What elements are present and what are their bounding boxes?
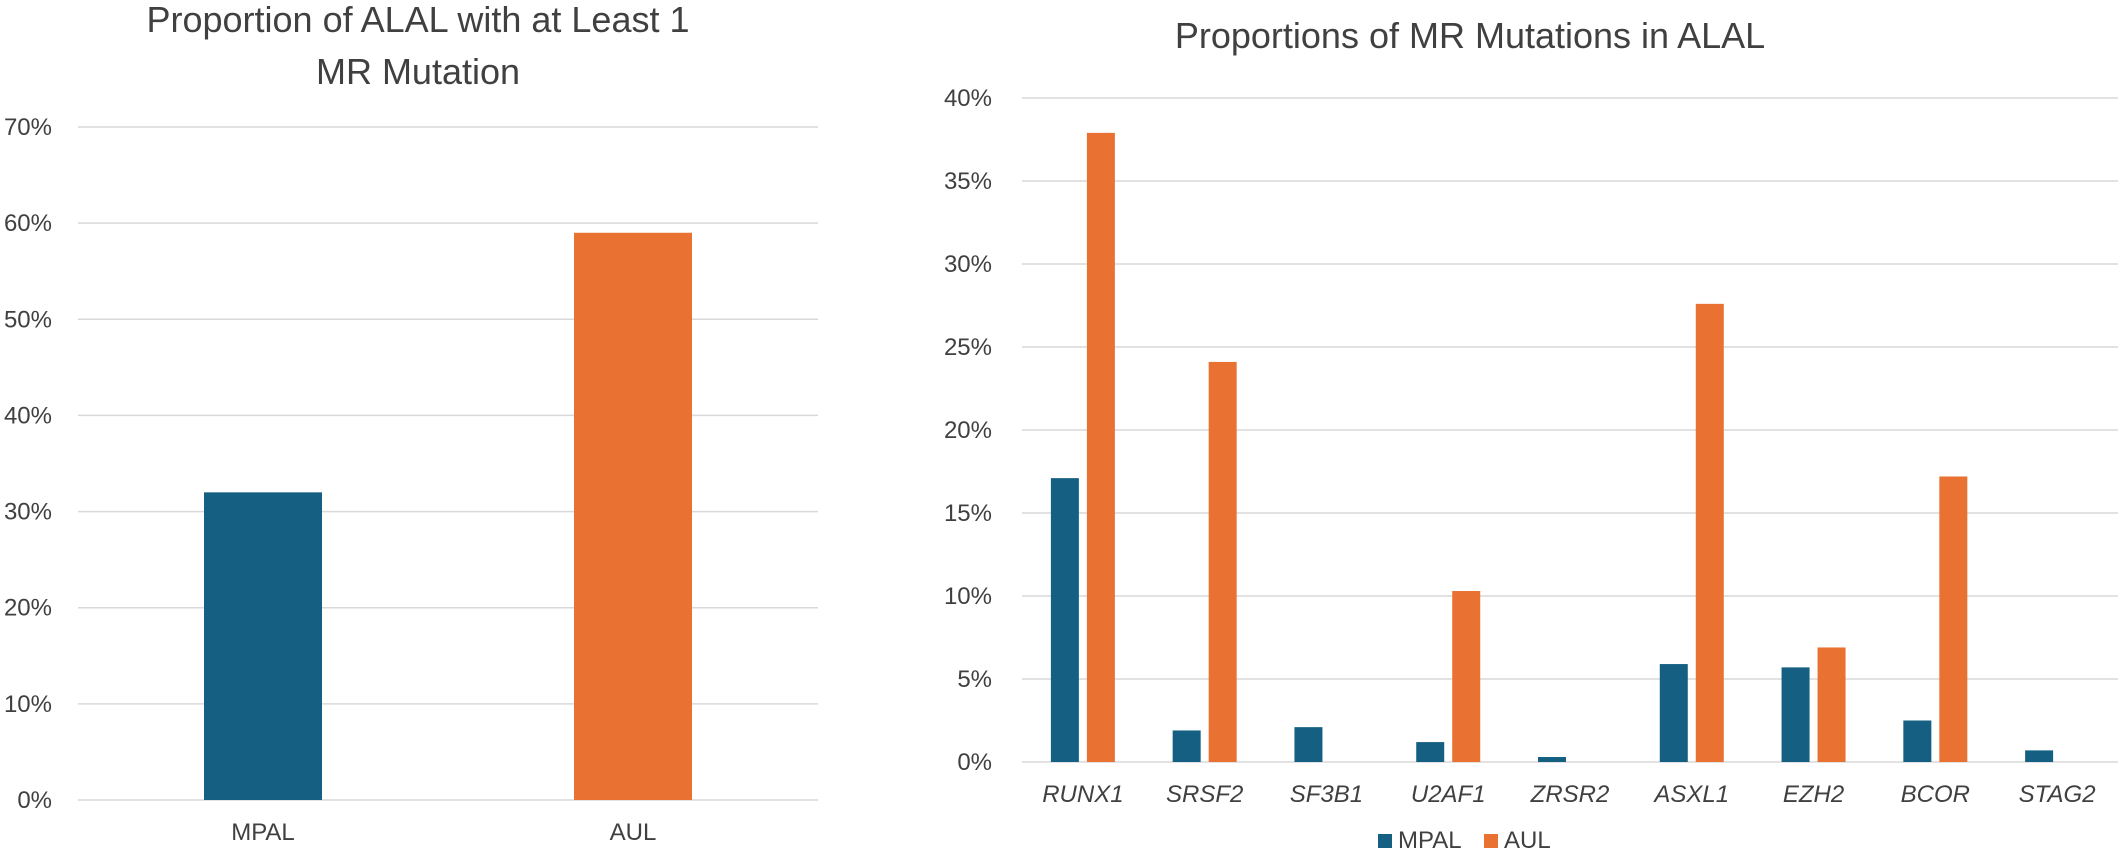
- chart-2-gridlines: [1022, 97, 2118, 763]
- chart-1-title-line-2: MR Mutation: [316, 51, 520, 92]
- bar-aul-u2af1: [1452, 591, 1481, 762]
- chart-1-gridlines: [78, 126, 818, 801]
- bar-mpal-asxl1: [1659, 664, 1688, 762]
- x-tick-label: BCOR: [1901, 781, 1970, 808]
- y-tick-label: 0%: [957, 749, 992, 776]
- chart-1-y-axis: 0% 10% 20% 30% 40% 50% 60% 70%: [4, 114, 52, 814]
- y-tick-label: 40%: [4, 402, 52, 429]
- bar-mpal-zrsr2: [1538, 757, 1566, 762]
- x-tick-label: EZH2: [1783, 781, 1844, 808]
- x-tick-label: MPAL: [231, 819, 295, 846]
- y-tick-label: 40%: [944, 85, 992, 112]
- x-tick-label: ZRSR2: [1530, 781, 1610, 808]
- y-tick-label: 60%: [4, 210, 52, 237]
- x-tick-label: SRSF2: [1166, 781, 1243, 808]
- y-tick-label: 35%: [944, 168, 992, 195]
- x-tick-label: SF3B1: [1290, 781, 1363, 808]
- chart-2-bars: [1050, 132, 2054, 763]
- y-tick-label: 30%: [944, 251, 992, 278]
- chart-1-x-axis: MPAL AUL: [231, 819, 656, 846]
- legend-swatch-mpal: [1378, 834, 1392, 848]
- y-tick-label: 70%: [4, 114, 52, 141]
- y-tick-label: 15%: [944, 500, 992, 527]
- legend-label-aul: AUL: [1504, 827, 1551, 854]
- bar-mpal-stag2: [2025, 750, 2054, 762]
- x-tick-label: U2AF1: [1411, 781, 1486, 808]
- bar-aul-srsf2: [1208, 361, 1237, 762]
- chart-2-legend: MPAL AUL: [1378, 827, 1551, 854]
- y-tick-label: 10%: [944, 583, 992, 610]
- chart-1-title-line-1: Proportion of ALAL with at Least 1: [146, 0, 689, 40]
- y-tick-label: 10%: [4, 691, 52, 718]
- x-tick-label: AUL: [610, 819, 657, 846]
- bar-aul-runx1: [1086, 132, 1115, 763]
- chart-2: Proportions of MR Mutations in ALAL 0% 5%…: [944, 15, 2118, 854]
- bar-mpal-sf3b1: [1294, 727, 1323, 762]
- y-tick-label: 25%: [944, 334, 992, 361]
- bar-mpal-srsf2: [1172, 730, 1201, 762]
- chart-2-title: Proportions of MR Mutations in ALAL: [1175, 15, 1765, 56]
- legend-swatch-aul: [1484, 834, 1498, 848]
- bar-aul-bcor: [1939, 476, 1968, 762]
- bar-mpal-runx1: [1050, 478, 1079, 762]
- bar-mpal-ezh2: [1781, 667, 1810, 762]
- y-tick-label: 20%: [944, 417, 992, 444]
- bar-aul-ezh2: [1817, 647, 1846, 762]
- x-tick-label: ASXL1: [1652, 781, 1729, 808]
- bar-mpal-bcor: [1903, 720, 1932, 762]
- chart-2-x-axis: RUNX1 SRSF2 SF3B1 U2AF1 ZRSR2 ASXL1 EZH2 BCOR ST…: [1042, 781, 2095, 808]
- y-tick-label: 50%: [4, 306, 52, 333]
- chart-1-bars: [204, 232, 692, 800]
- legend-label-mpal: MPAL: [1398, 827, 1462, 854]
- chart-1: Proportion of ALAL with at Least 1 MR Mu…: [4, 0, 818, 846]
- y-tick-label: 0%: [17, 787, 52, 814]
- y-tick-label: 20%: [4, 595, 52, 622]
- x-tick-label: RUNX1: [1042, 781, 1123, 808]
- y-tick-label: 30%: [4, 499, 52, 526]
- bar-aul-asxl1: [1695, 303, 1724, 762]
- y-tick-label: 5%: [957, 666, 992, 693]
- x-tick-label: STAG2: [2019, 781, 2096, 808]
- bar-mpal: [204, 492, 322, 800]
- bar-aul: [574, 232, 692, 800]
- chart-2-y-axis: 0% 5% 10% 15% 20% 25% 30% 35% 40%: [944, 85, 992, 776]
- bar-mpal-u2af1: [1416, 742, 1445, 762]
